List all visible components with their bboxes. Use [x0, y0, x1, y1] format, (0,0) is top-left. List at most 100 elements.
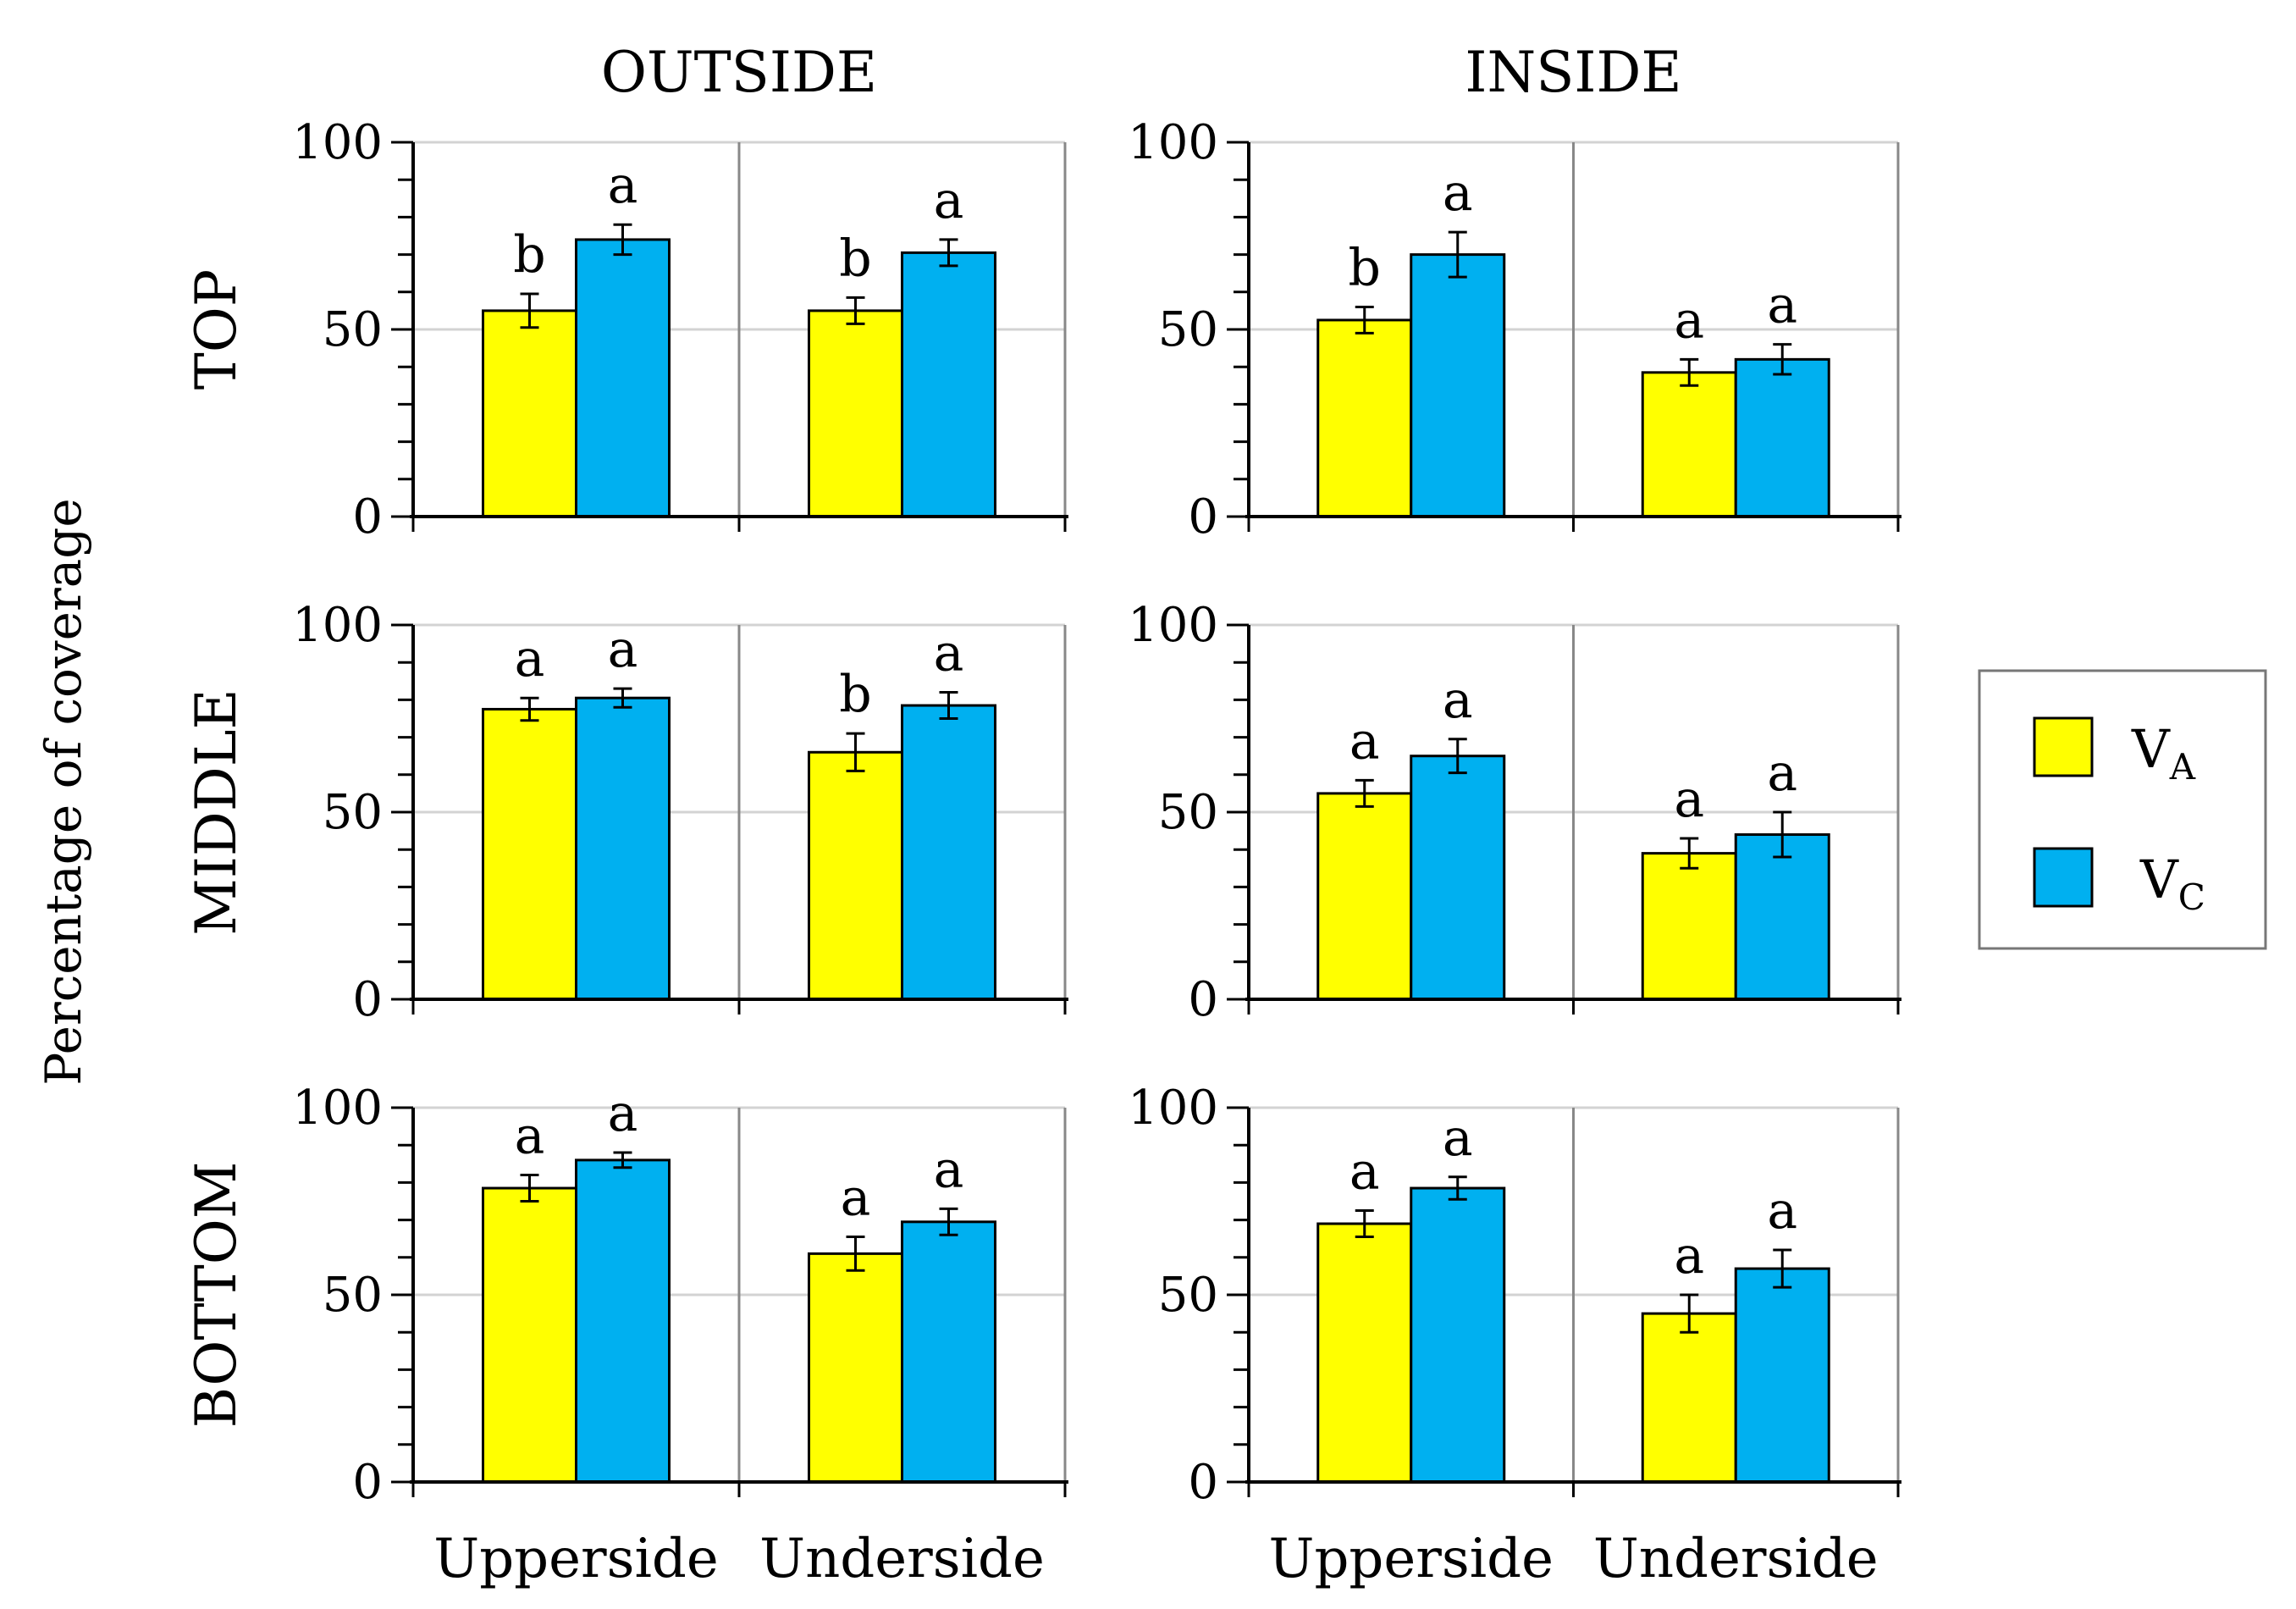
legend-label: VC — [2139, 849, 2205, 918]
panel-bottom-inside: a a a a 0 50 100 Upperside Underside — [1128, 1081, 1901, 1590]
error-bar — [613, 1151, 632, 1169]
bar-vc-underside — [901, 1220, 996, 1484]
significance-letter: a — [1674, 770, 1704, 829]
significance-letter: b — [1349, 238, 1381, 297]
error-bar — [1680, 1293, 1699, 1334]
significance-letter: a — [1767, 744, 1797, 803]
y-tick-label: 50 — [323, 302, 383, 357]
bar-va-underside — [1641, 1312, 1737, 1484]
y-tick-label: 0 — [1188, 972, 1218, 1027]
bar-vc-upperside — [1410, 755, 1506, 1001]
y-tick-label: 0 — [1188, 489, 1218, 545]
significance-letter: a — [1674, 290, 1704, 350]
y-tick-label: 50 — [323, 785, 383, 840]
bar-va-underside — [808, 1252, 903, 1484]
y-tick-label: 100 — [1128, 598, 1218, 653]
category-label-upperside: Upperside — [1269, 1528, 1554, 1590]
error-bar — [1448, 230, 1467, 279]
column-title-outside: OUTSIDE — [601, 40, 877, 105]
bar-va-upperside — [1316, 318, 1413, 518]
column-title-inside: INSIDE — [1465, 40, 1681, 105]
bar-vc-upperside — [575, 1158, 671, 1484]
significance-letter: b — [839, 665, 871, 724]
row-title-bottom: BOTTOM — [184, 1162, 249, 1429]
legend: VA VC — [1978, 669, 2267, 950]
significance-letter: a — [515, 629, 545, 688]
error-bar — [939, 691, 958, 720]
category-label-underside: Underside — [759, 1528, 1045, 1590]
error-bar — [613, 223, 632, 257]
legend-swatch — [2033, 847, 2094, 908]
y-tick-label: 50 — [1158, 302, 1218, 357]
significance-letter: b — [839, 229, 871, 288]
bar-vc-upperside — [1410, 1186, 1506, 1484]
significance-letter: a — [934, 1140, 964, 1199]
legend-box — [1978, 669, 2267, 950]
y-tick-label: 0 — [1188, 1455, 1218, 1510]
bar-vc-underside — [901, 251, 996, 518]
significance-letter: a — [934, 171, 964, 230]
panels: b b a a 0 50 100 b a a a 0 50 100 a b a a 0 50 100 a a a a 0 50 100… — [292, 115, 1901, 1590]
significance-letter: a — [1674, 1226, 1704, 1286]
error-bar — [1773, 810, 1792, 859]
error-bar — [1773, 1248, 1792, 1289]
significance-letter: a — [1349, 1142, 1380, 1202]
significance-letter: a — [1443, 671, 1473, 730]
y-tick-label: 50 — [1158, 785, 1218, 840]
error-bar — [939, 238, 958, 268]
bar-vc-underside — [1734, 1267, 1830, 1484]
bar-vc-underside — [1734, 357, 1830, 518]
error-bar — [846, 1235, 865, 1272]
bar-vc-underside — [901, 704, 996, 1001]
bar-va-underside — [808, 750, 903, 1001]
bar-va-upperside — [1316, 792, 1413, 1001]
significance-letter: a — [1767, 1181, 1797, 1241]
error-bar — [613, 687, 632, 709]
significance-letter: a — [1349, 711, 1380, 771]
y-tick-label: 100 — [1128, 115, 1218, 170]
legend-swatch — [2033, 716, 2094, 777]
bar-va-underside — [1641, 371, 1737, 518]
error-bar — [1355, 305, 1374, 335]
panel-middle-outside: a b a a 0 50 100 — [292, 598, 1068, 1027]
significance-letter: a — [515, 1107, 545, 1166]
error-bar — [1773, 343, 1792, 376]
error-bar — [1355, 778, 1374, 808]
y-tick-label: 0 — [352, 1455, 383, 1510]
significance-letter: b — [513, 225, 545, 285]
significance-letter: a — [1443, 163, 1473, 223]
bar-va-underside — [1641, 852, 1737, 1001]
panel-top-inside: b a a a 0 50 100 — [1128, 115, 1901, 545]
legend-item-va: VA — [2033, 716, 2196, 788]
category-label-upperside: Upperside — [433, 1528, 719, 1590]
significance-letter: a — [841, 1168, 871, 1227]
significance-letter: a — [608, 156, 638, 215]
error-bar — [1448, 738, 1467, 775]
y-tick-label: 50 — [1158, 1268, 1218, 1323]
category-label-underside: Underside — [1593, 1528, 1879, 1590]
bar-va-upperside — [482, 309, 577, 518]
bar-vc-underside — [1734, 833, 1830, 1001]
significance-letter: a — [934, 624, 964, 683]
bar-va-upperside — [1316, 1222, 1413, 1484]
y-tick-label: 100 — [292, 115, 383, 170]
error-bar — [1680, 837, 1699, 870]
y-tick-label: 100 — [1128, 1081, 1218, 1136]
error-bar — [1448, 1175, 1467, 1201]
row-title-top: TOP — [184, 269, 249, 390]
row-title-middle: MIDDLE — [184, 688, 249, 936]
legend-label: VA — [2131, 718, 2196, 788]
y-tick-label: 100 — [292, 1081, 383, 1136]
error-bar — [1355, 1209, 1374, 1238]
error-bar — [520, 696, 539, 722]
panel-middle-inside: a a a a 0 50 100 — [1128, 598, 1901, 1027]
panel-bottom-outside: a a a a 0 50 100 Upperside Underside — [292, 1081, 1068, 1590]
significance-letter: a — [608, 1084, 638, 1143]
significance-letter: a — [1443, 1109, 1473, 1168]
error-bar — [846, 296, 865, 325]
bar-vc-upperside — [575, 696, 671, 1001]
significance-letter: a — [1767, 276, 1797, 335]
error-bar — [1680, 357, 1699, 387]
bar-va-upperside — [482, 707, 577, 1001]
bar-va-upperside — [482, 1186, 577, 1484]
